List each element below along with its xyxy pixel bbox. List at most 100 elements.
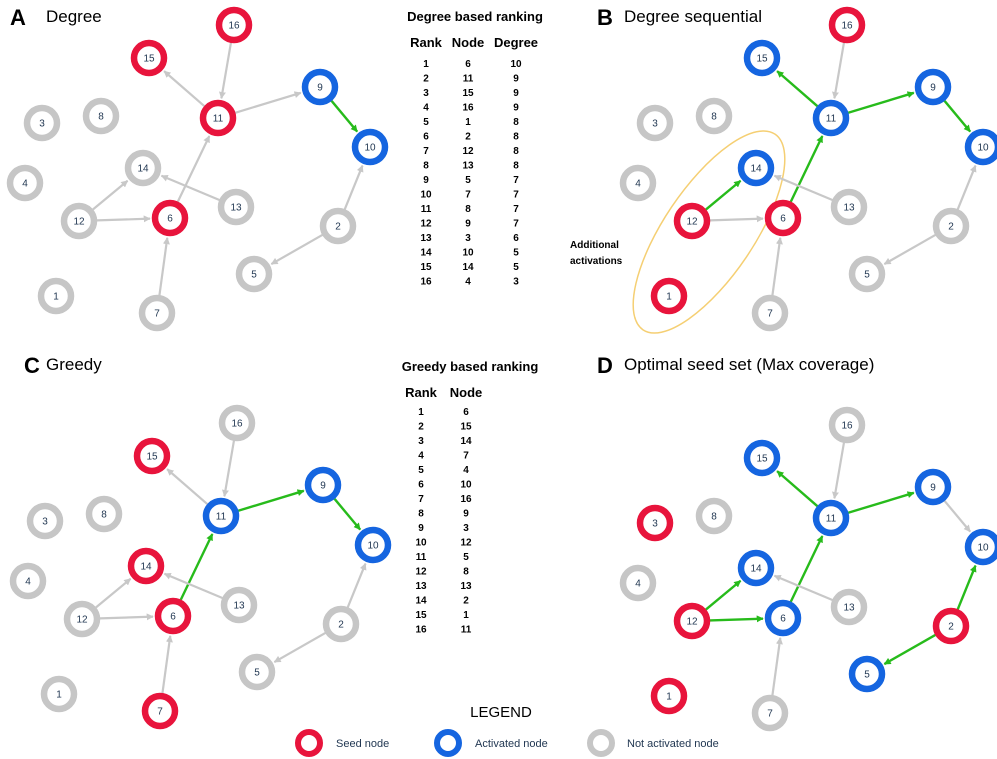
table-row: 3 15 9 — [423, 88, 519, 99]
table-row: 10 12 — [415, 538, 472, 549]
node-label: 7 — [154, 309, 160, 320]
legend-activated-node-icon — [434, 729, 462, 757]
table-cell: 11 — [461, 625, 472, 636]
edge-11-to-9 — [234, 91, 302, 114]
node-label: 15 — [143, 54, 155, 65]
table-row: 2 11 9 — [423, 74, 519, 85]
node-3: 3 — [636, 504, 674, 542]
table-row: 4 16 9 — [423, 103, 519, 114]
node-8: 8 — [85, 495, 123, 533]
node-1: 1 — [37, 277, 75, 315]
node-label: 16 — [228, 21, 240, 32]
greedy-table-header-rank: Rank — [405, 385, 438, 400]
node-ring — [914, 468, 952, 506]
node-ring — [830, 188, 868, 226]
node-ring — [215, 6, 253, 44]
node-ring — [751, 694, 789, 732]
table-row: 16 4 3 — [420, 277, 519, 288]
edge-6-to-11 — [176, 135, 211, 203]
node-ring — [650, 277, 688, 315]
table-cell: 7 — [513, 175, 519, 186]
node-ring — [26, 502, 64, 540]
node-14: 14 — [737, 149, 775, 187]
edge-12-to-14 — [705, 579, 742, 611]
node-10: 10 — [964, 128, 997, 166]
degree-table-header-rank: Rank — [410, 35, 443, 50]
table-cell: 2 — [463, 596, 469, 607]
table-cell: 11 — [463, 74, 474, 85]
node-8: 8 — [695, 97, 733, 135]
node-label: 8 — [101, 510, 107, 521]
edge-12-to-6 — [709, 615, 764, 623]
node-ring — [964, 128, 997, 166]
edge-6-to-11 — [789, 135, 824, 203]
node-ring — [141, 692, 179, 730]
node-label: 10 — [977, 543, 989, 554]
node-11: 11 — [812, 499, 850, 537]
node-ring — [9, 562, 47, 600]
table-cell: 15 — [415, 610, 427, 621]
node-label: 6 — [167, 214, 173, 225]
table-cell: 7 — [463, 451, 469, 462]
node-label: 2 — [948, 222, 954, 233]
edge-9-to-10 — [943, 100, 972, 133]
table-cell: 16 — [460, 494, 472, 505]
table-row: 1 6 10 — [423, 59, 522, 70]
edge-12-to-6 — [96, 215, 151, 223]
legend-item-activated: Activated node — [434, 729, 548, 757]
node-16: 16 — [218, 404, 256, 442]
legend-label-inactive: Not activated node — [627, 738, 719, 750]
node-4: 4 — [6, 164, 44, 202]
table-cell: 13 — [462, 161, 474, 172]
node-9: 9 — [301, 68, 339, 106]
node-ring — [743, 39, 781, 77]
table-cell: 10 — [420, 190, 432, 201]
node-ring — [238, 653, 276, 691]
node-11: 11 — [202, 497, 240, 535]
node-label: 5 — [864, 670, 870, 681]
table-cell: 5 — [418, 465, 424, 476]
table-cell: 16 — [415, 625, 427, 636]
node-12: 12 — [673, 602, 711, 640]
node-ring — [37, 277, 75, 315]
node-ring — [830, 588, 868, 626]
node-ring — [82, 97, 120, 135]
table-cell: 4 — [463, 465, 469, 476]
node-7: 7 — [751, 294, 789, 332]
table-cell: 4 — [423, 103, 429, 114]
node-3: 3 — [23, 104, 61, 142]
node-13: 13 — [830, 588, 868, 626]
node-label: 7 — [767, 309, 773, 320]
node-label: 5 — [864, 270, 870, 281]
annotation-line-2: activations — [570, 256, 623, 267]
node-ring — [636, 504, 674, 542]
node-label: 7 — [157, 707, 163, 718]
table-cell: 10 — [462, 248, 474, 259]
node-ring — [85, 495, 123, 533]
node-ring — [737, 149, 775, 187]
node-1: 1 — [650, 277, 688, 315]
table-cell: 1 — [465, 117, 471, 128]
node-3: 3 — [26, 502, 64, 540]
node-ring — [932, 607, 970, 645]
node-label: 4 — [25, 577, 31, 588]
node-ring — [751, 294, 789, 332]
node-7: 7 — [138, 294, 176, 332]
node-ring — [812, 499, 850, 537]
table-row: 6 10 — [418, 480, 472, 491]
table-row: 15 1 — [415, 610, 469, 621]
table-cell: 13 — [460, 581, 472, 592]
panel-title-c: Greedy — [46, 355, 102, 374]
table-cell: 1 — [423, 59, 429, 70]
node-ring — [619, 564, 657, 602]
edge-16-to-11 — [219, 42, 233, 99]
table-cell: 3 — [418, 436, 424, 447]
node-ring — [764, 199, 802, 237]
edge-13-to-14 — [773, 174, 833, 202]
node-label: 8 — [98, 112, 104, 123]
table-cell: 6 — [418, 480, 424, 491]
node-label: 10 — [367, 541, 379, 552]
